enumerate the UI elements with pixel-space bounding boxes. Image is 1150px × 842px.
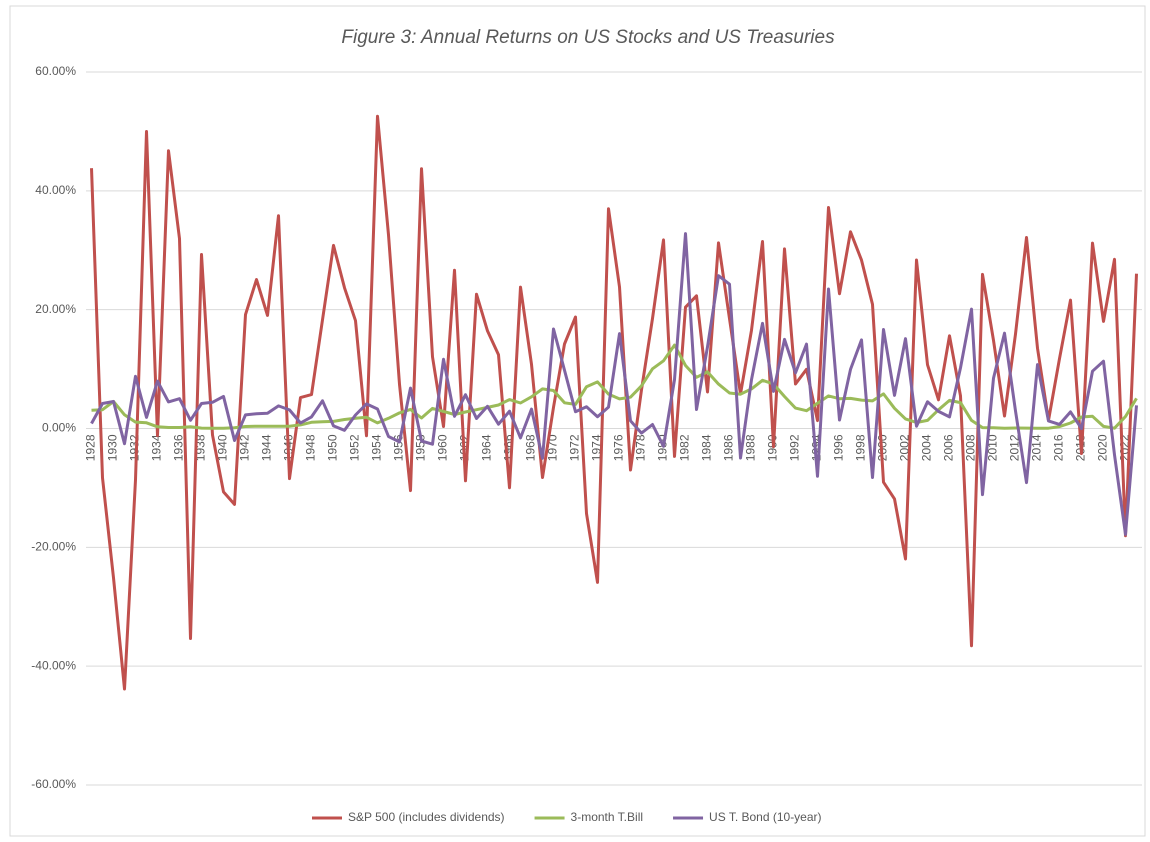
x-tick-label: 1996 [832,434,846,461]
x-tick-label: 1998 [854,434,868,461]
y-tick-label: -40.00% [31,658,76,672]
chart-title: Figure 3: Annual Returns on US Stocks an… [341,27,835,48]
x-tick-label: 1968 [524,434,538,461]
x-tick-label: 2012 [1008,434,1022,461]
legend-label: S&P 500 (includes dividends) [348,810,505,824]
x-tick-label: 1950 [326,434,340,461]
y-tick-label: -20.00% [31,540,76,554]
y-tick-label: -60.00% [31,777,76,791]
legend-label: US T. Bond (10-year) [709,810,822,824]
x-tick-label: 2006 [942,434,956,461]
x-tick-label: 1952 [348,434,362,461]
series-line [91,343,1138,430]
series-line [90,114,1138,691]
x-tick-label: 1940 [216,434,230,461]
x-tick-label: 1964 [480,434,494,461]
x-tick-label: 1928 [84,434,98,461]
chart-border [9,5,1146,837]
x-tick-label: 1944 [260,434,274,461]
x-tick-label: 2010 [986,434,1000,461]
x-tick-label: 1930 [106,434,120,461]
x-tick-label: 2004 [920,434,934,461]
x-tick-label: 1976 [612,434,626,461]
x-tick-label: 1936 [172,434,186,461]
x-tick-label: 1960 [436,434,450,461]
y-tick-label: 0.00% [42,421,76,435]
x-tick-label: 1992 [788,434,802,461]
x-tick-label: 1942 [238,434,252,461]
x-tick-label: 1934 [150,434,164,461]
x-tick-label: 1978 [634,434,648,461]
x-tick-label: 1932 [128,434,142,461]
series-line [90,232,1138,536]
y-tick-label: 20.00% [35,302,76,316]
legend-label: 3-month T.Bill [571,810,643,824]
y-tick-label: 60.00% [35,64,76,78]
y-tick-label: 40.00% [35,183,76,197]
x-tick-label: 1988 [744,434,758,461]
x-tick-label: 2008 [964,434,978,461]
x-tick-label: 1948 [304,434,318,461]
x-tick-label: 1986 [722,434,736,461]
x-tick-label: 1984 [700,434,714,461]
x-tick-label: 2014 [1030,434,1044,461]
x-tick-label: 1954 [370,434,384,461]
x-tick-label: 1982 [678,434,692,461]
x-tick-label: 2020 [1096,434,1110,461]
x-tick-label: 2016 [1052,434,1066,461]
x-tick-label: 1972 [568,434,582,461]
